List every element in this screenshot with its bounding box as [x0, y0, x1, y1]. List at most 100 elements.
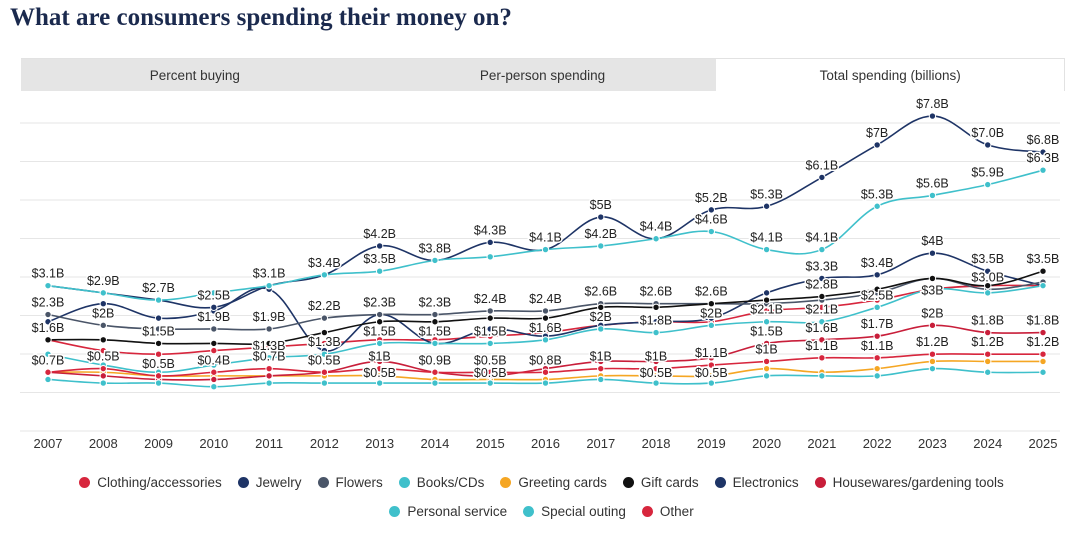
- data-label: $1B: [369, 350, 391, 364]
- data-point-electronics: [984, 141, 992, 149]
- line-chart: 2007 2008 2009 2010 2011 2012 2013 2014 2015 2016…: [20, 96, 1061, 451]
- data-point-books-cds: [762, 318, 771, 326]
- data-label: $1.9B: [253, 310, 286, 324]
- legend-item-special-outing[interactable]: Special outing: [523, 504, 626, 519]
- data-label: $2.3B: [419, 296, 452, 310]
- data-point-jewelry: [818, 274, 826, 283]
- x-tick-label: 2022: [863, 436, 892, 451]
- data-point-personal-service: [99, 379, 107, 387]
- data-point-electronics: [873, 141, 881, 149]
- data-point-other: [431, 368, 439, 376]
- legend-row: Clothing/accessories Jewelry Flowers Books/…: [0, 468, 1083, 497]
- legend-item-personal-service[interactable]: Personal service: [389, 504, 507, 519]
- data-label: $2.6B: [640, 285, 673, 299]
- x-tick-label: 2015: [476, 436, 505, 451]
- x-tick-label: 2011: [255, 436, 283, 451]
- legend-swatch-icon: [714, 477, 726, 488]
- data-label: $1.2B: [1027, 335, 1060, 349]
- legend-item-housewares-gardening-tools[interactable]: Housewares/gardening tools: [814, 475, 1004, 490]
- tab-percent-buying[interactable]: Percent buying: [21, 59, 369, 91]
- data-point-special-outing: [652, 235, 660, 243]
- data-point-electronics: [375, 242, 384, 250]
- legend-item-flowers[interactable]: Flowers: [317, 475, 383, 490]
- tab-total-spending[interactable]: Total spending (billions): [716, 59, 1065, 91]
- data-point-gift-cards: [320, 328, 329, 337]
- x-tick-label: 2017: [586, 436, 615, 451]
- data-point-special-outing: [541, 245, 550, 254]
- x-tick-label: 2010: [199, 436, 228, 451]
- legend-swatch-icon: [398, 477, 410, 488]
- x-tick-label: 2012: [310, 436, 339, 451]
- data-label: $2B: [92, 306, 114, 320]
- data-point-clothing-accessories: [762, 307, 771, 315]
- data-point-books-cds: [707, 321, 716, 330]
- data-label: $3.1B: [32, 267, 65, 281]
- data-label: $1.1B: [861, 339, 894, 353]
- data-point-books-cds: [541, 336, 550, 344]
- data-label: $0.7B: [253, 350, 286, 364]
- data-point-jewelry: [99, 299, 107, 308]
- data-label: $6.3B: [1027, 151, 1060, 165]
- data-point-personal-service: [873, 372, 881, 380]
- data-point-other: [873, 354, 881, 362]
- series-line-electronics: [47, 115, 1044, 309]
- data-label: $7.8B: [916, 97, 949, 111]
- data-label: $2.6B: [584, 285, 617, 299]
- data-point-books-cds: [44, 350, 52, 358]
- data-point-flowers: [44, 310, 52, 319]
- data-label: $2.1B: [750, 303, 783, 317]
- data-label: $2B: [700, 306, 722, 320]
- legend-swatch-icon: [500, 477, 512, 488]
- data-point-special-outing: [984, 180, 992, 189]
- legend-item-books-cds[interactable]: Books/CDs: [398, 475, 485, 490]
- data-label: $2.6B: [695, 285, 728, 299]
- data-point-gift-cards: [597, 303, 605, 312]
- data-point-personal-service: [928, 364, 937, 373]
- data-label: $1.5B: [142, 324, 175, 338]
- data-label: $2B: [590, 310, 612, 324]
- data-label: $2.4B: [529, 292, 562, 306]
- data-point-greeting-cards: [762, 364, 771, 373]
- data-point-personal-service: [320, 379, 329, 387]
- data-point-flowers: [320, 314, 329, 322]
- data-point-other: [597, 364, 605, 373]
- data-point-books-cds: [928, 285, 937, 293]
- legend-label: Special outing: [541, 504, 626, 519]
- data-point-special-outing: [375, 267, 384, 275]
- legend-item-other[interactable]: Other: [641, 504, 694, 519]
- data-label: $0.4B: [197, 353, 230, 367]
- data-point-special-outing: [431, 256, 439, 265]
- x-tick-label: 2023: [918, 436, 947, 451]
- data-point-other: [154, 372, 163, 380]
- legend-item-gift-cards[interactable]: Gift cards: [622, 475, 699, 490]
- data-point-personal-service: [818, 372, 826, 380]
- legend-label: Books/CDs: [416, 475, 485, 490]
- data-point-gift-cards: [99, 336, 107, 344]
- legend-label: Personal service: [407, 504, 508, 519]
- data-label: $4.3B: [474, 223, 507, 237]
- data-point-other: [928, 350, 937, 358]
- data-point-greeting-cards: [1039, 357, 1047, 366]
- data-label: $6.1B: [806, 158, 839, 172]
- data-label: $5.3B: [750, 187, 783, 201]
- tab-per-person-spending[interactable]: Per-person spending: [368, 59, 717, 91]
- data-label: $1.8B: [640, 314, 673, 328]
- data-point-special-outing: [320, 271, 329, 279]
- legend-item-electronics[interactable]: Electronics: [714, 475, 799, 490]
- x-tick-label: 2025: [1029, 436, 1058, 451]
- data-point-personal-service: [597, 375, 605, 384]
- data-point-gift-cards: [1039, 267, 1047, 275]
- data-point-housewares-gardening-tools: [265, 372, 273, 380]
- data-label: $0.5B: [695, 366, 728, 380]
- data-point-housewares-gardening-tools: [597, 357, 605, 366]
- data-point-gift-cards: [265, 339, 273, 348]
- data-label: $2.2B: [308, 299, 341, 313]
- data-point-gift-cards: [541, 314, 550, 322]
- data-point-greeting-cards: [873, 364, 881, 373]
- legend-item-greeting-cards[interactable]: Greeting cards: [500, 475, 607, 490]
- data-point-books-cds: [597, 325, 605, 333]
- data-label: $0.5B: [363, 366, 396, 380]
- data-point-other: [1039, 350, 1047, 358]
- legend-item-clothing-accessories[interactable]: Clothing/accessories: [79, 475, 222, 490]
- legend-item-jewelry[interactable]: Jewelry: [237, 475, 302, 490]
